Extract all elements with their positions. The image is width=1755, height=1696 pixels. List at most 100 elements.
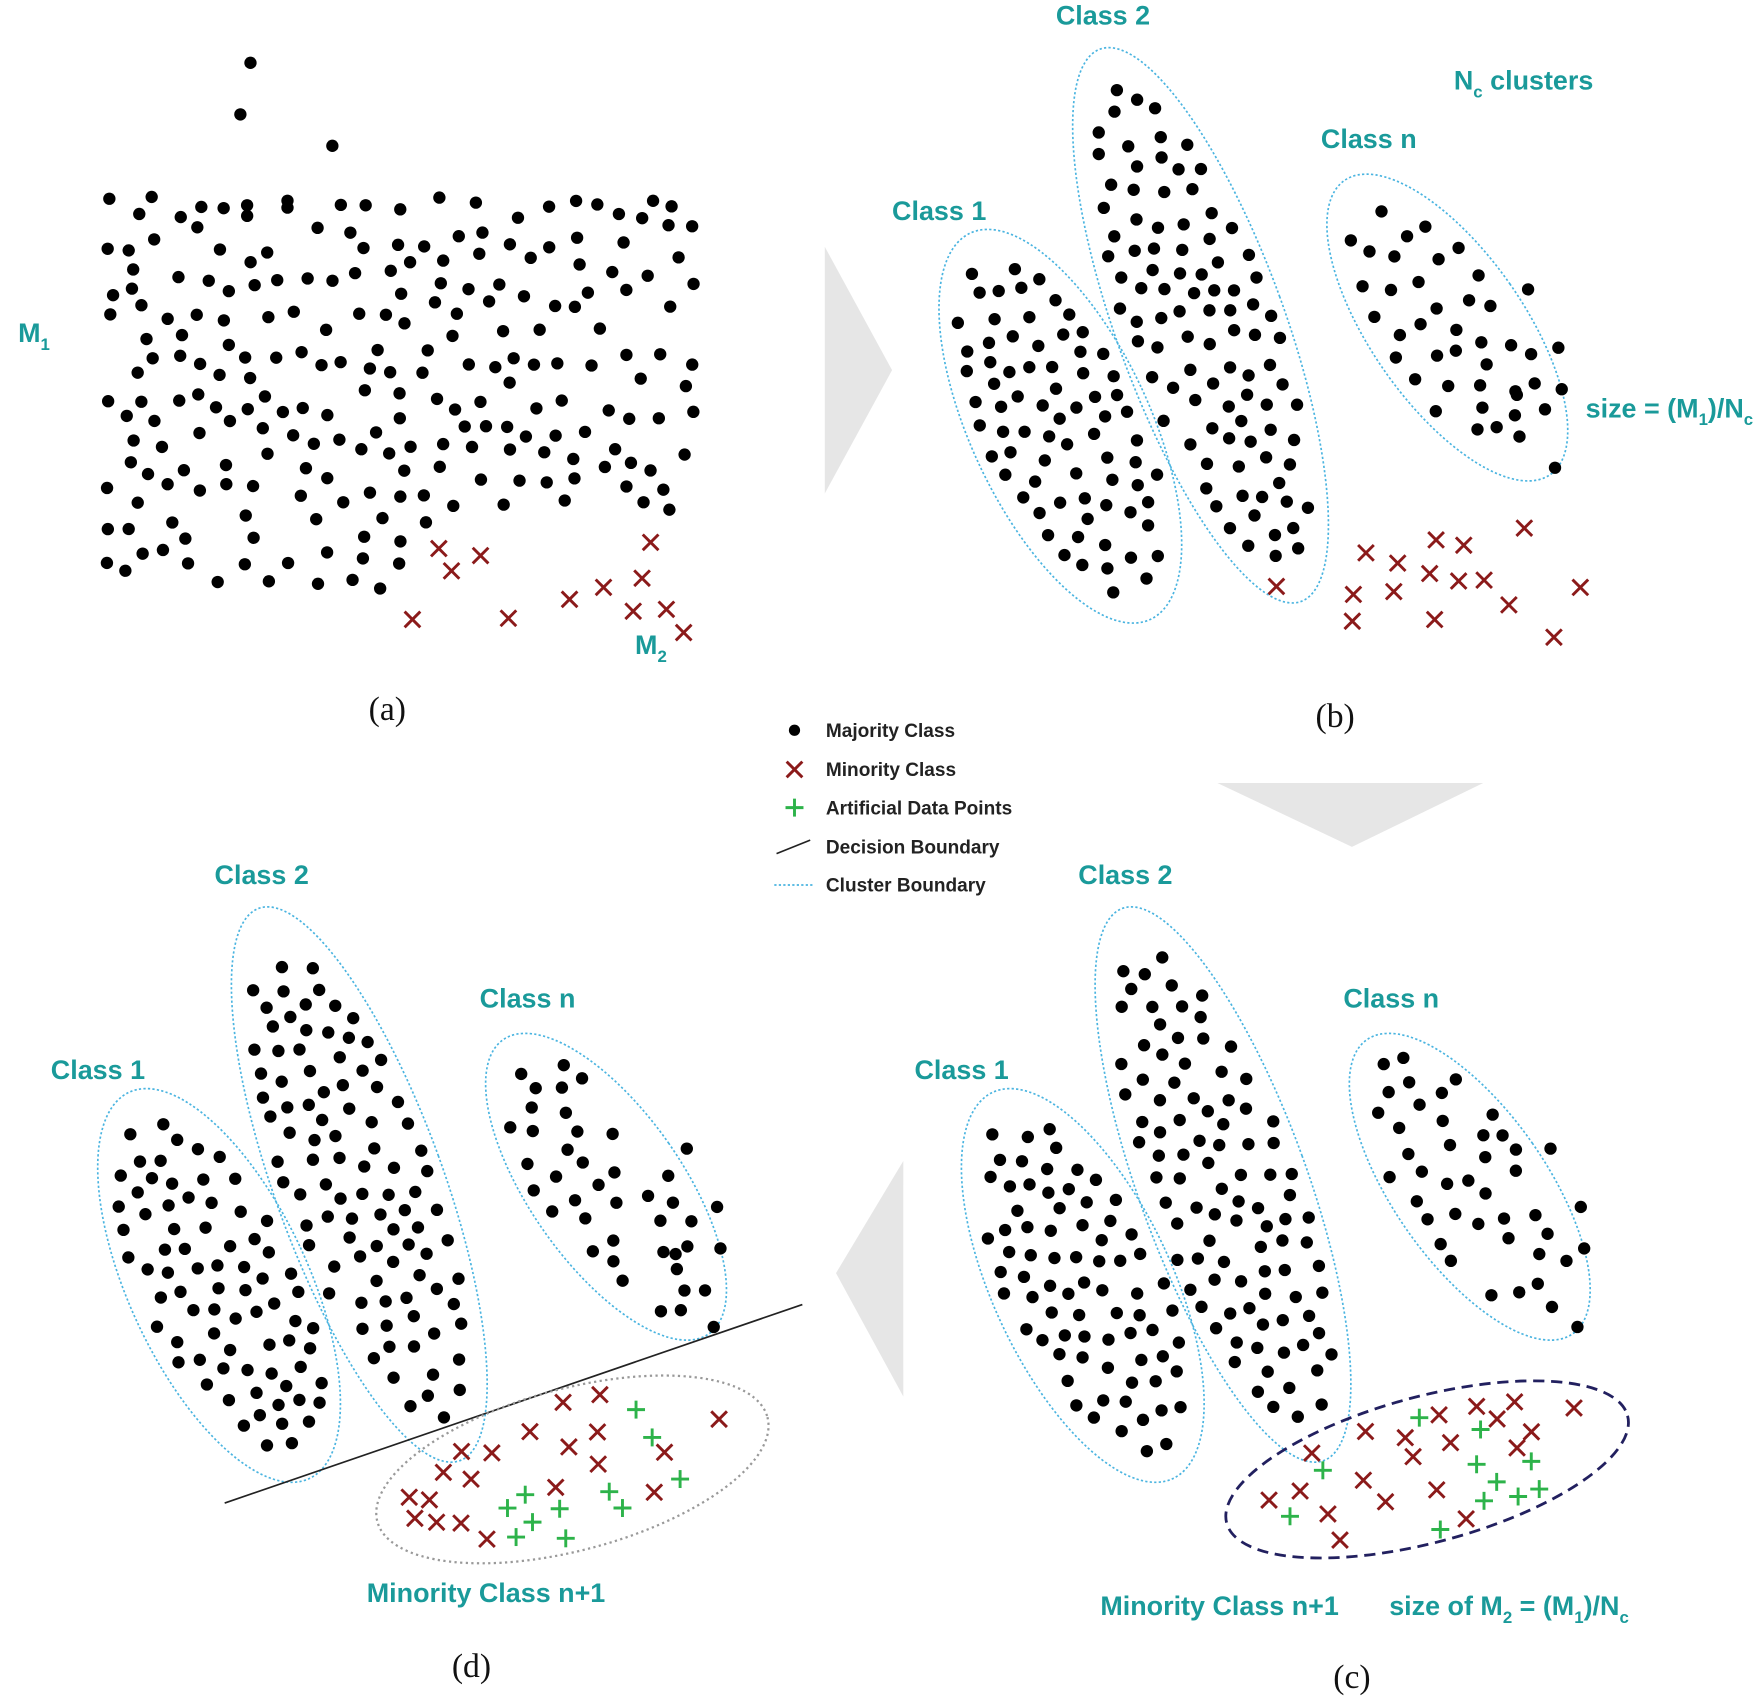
majority-point [569, 194, 583, 208]
majority-point [174, 1285, 187, 1299]
majority-point [1127, 183, 1140, 196]
majority-point [984, 356, 997, 369]
majority-point [311, 221, 324, 235]
majority-point [167, 1222, 181, 1236]
label: Class 1 [915, 1055, 1009, 1085]
majority-point [104, 308, 117, 321]
minority-point [482, 1444, 501, 1462]
majority-point [302, 1098, 315, 1112]
majority-point [1232, 1195, 1245, 1208]
majority-point [139, 1208, 152, 1221]
majority-point [421, 1389, 435, 1402]
majority-point [353, 1250, 367, 1263]
minority-point [1354, 1471, 1373, 1490]
stroke [1488, 1410, 1506, 1428]
majority-point [205, 1196, 218, 1210]
subscript: 1 [1574, 1608, 1583, 1627]
majority-point [172, 270, 185, 284]
majority-point [1101, 1361, 1115, 1374]
majority-point [549, 429, 562, 442]
majority-point [358, 384, 372, 397]
majority-point [1089, 1173, 1103, 1186]
majority-point [1021, 1220, 1034, 1234]
majority-point [122, 244, 135, 257]
majority-point [607, 1255, 620, 1268]
majority-point [1184, 363, 1197, 377]
majority-point [1473, 379, 1487, 392]
stroke [1354, 1471, 1373, 1490]
stroke [427, 1513, 446, 1532]
majority-point [1217, 1118, 1230, 1131]
minority-point [1488, 1410, 1506, 1428]
stroke [1457, 1509, 1476, 1528]
majority-point [207, 1327, 221, 1340]
stroke [1396, 1428, 1415, 1447]
majority-point [258, 390, 272, 403]
minority-point [400, 1488, 419, 1507]
majority-point [409, 1185, 422, 1199]
majority-point [117, 1223, 130, 1237]
majority-point [1462, 1174, 1475, 1187]
majority-point [455, 1317, 468, 1330]
majority-point [1110, 1306, 1123, 1320]
majority-point [1292, 542, 1305, 555]
minority-point [657, 600, 676, 619]
majority-point [1017, 491, 1030, 504]
majority-point [1189, 393, 1202, 407]
majority-point [433, 460, 446, 473]
majority-point [1254, 1240, 1268, 1254]
majority-point [503, 443, 517, 456]
majority-point [1285, 1167, 1298, 1181]
stroke [1404, 1447, 1422, 1466]
majority-point [548, 299, 562, 313]
majority-point [1200, 457, 1214, 471]
majority-point [1125, 982, 1138, 996]
majority-point [575, 1072, 589, 1085]
artificial-point [1467, 1455, 1486, 1474]
majority-point [469, 196, 483, 209]
majority-point [665, 200, 678, 213]
majority-point [373, 582, 387, 595]
majority-point [579, 1212, 592, 1225]
majority-point [125, 282, 139, 295]
majority-point [1133, 1247, 1147, 1261]
majority-point [1184, 1283, 1197, 1296]
majority-point [321, 1210, 334, 1223]
majority-point [415, 1144, 428, 1157]
text-part: size = (M [1586, 393, 1699, 423]
majority-point [248, 1043, 261, 1056]
majority-point [1174, 1400, 1187, 1414]
majority-point [211, 1259, 224, 1272]
majority-point [261, 447, 274, 460]
majority-point [174, 349, 187, 362]
majority-point [262, 1246, 276, 1259]
minority-point [1425, 610, 1444, 629]
majority-point [1382, 1085, 1395, 1099]
majority-point [1414, 318, 1427, 331]
stroke [420, 1490, 439, 1509]
majority-point [336, 1078, 350, 1092]
majority-point [295, 345, 308, 359]
majority-point [275, 960, 289, 974]
majority-point [493, 278, 506, 291]
majority-point [1115, 1000, 1128, 1013]
minority-point [1427, 1480, 1446, 1499]
majority-point [240, 209, 254, 223]
majority-point [657, 483, 670, 496]
majority-point [154, 1154, 167, 1167]
minority-point [521, 1422, 539, 1441]
stroke [521, 1422, 539, 1441]
majority-point [131, 1186, 144, 1199]
majority-point [1191, 1252, 1205, 1265]
majority-point [403, 256, 417, 269]
majority-point [1232, 460, 1245, 473]
majority-point [473, 247, 486, 260]
majority-point [1157, 414, 1170, 428]
majority-point [287, 305, 300, 318]
majority-point [585, 359, 598, 372]
text-part: size of M [1389, 1591, 1503, 1621]
majority-point [192, 388, 205, 401]
majority-point [1165, 979, 1178, 992]
majority-point [1060, 438, 1074, 451]
artificial-point [1281, 1507, 1299, 1526]
